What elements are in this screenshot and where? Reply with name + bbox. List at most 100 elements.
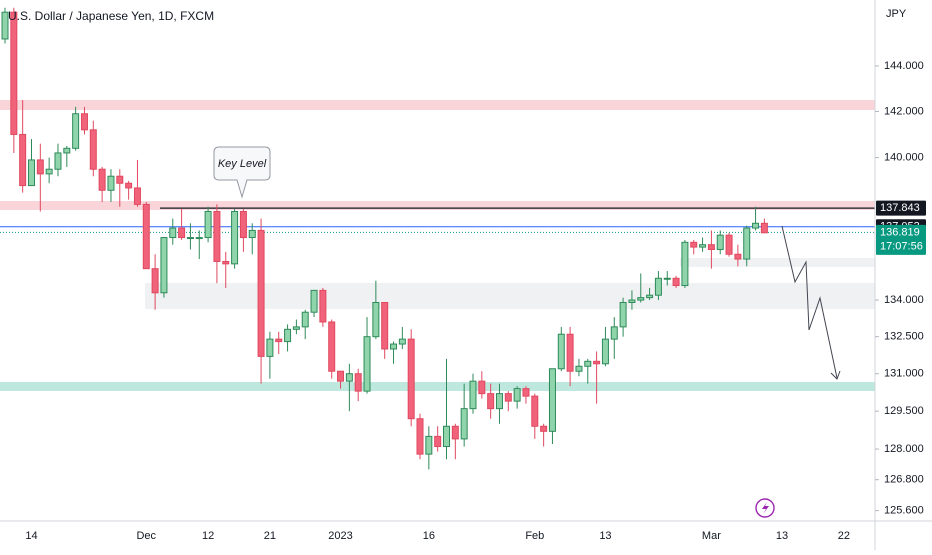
candle-body: [487, 393, 495, 410]
candle-body: [752, 222, 760, 229]
candle-body: [257, 229, 265, 357]
candle-body: [27, 159, 35, 187]
y-tick-label: 129.500: [884, 405, 924, 417]
candle-body: [169, 227, 177, 239]
y-tick-label: 134.000: [884, 294, 924, 306]
candle-body: [292, 326, 300, 330]
candle-body: [63, 147, 71, 154]
candle-body: [160, 237, 168, 294]
y-tick-label: 131.000: [884, 368, 924, 380]
candle-body: [522, 388, 530, 397]
candle-body: [204, 210, 212, 239]
x-tick-label: 13: [599, 530, 611, 542]
candle-body: [125, 182, 133, 189]
candle-body: [681, 241, 689, 287]
arrow-head: [830, 370, 841, 380]
candle-body: [222, 260, 230, 265]
candle-body: [707, 244, 715, 250]
y-tick-label: 125.600: [884, 505, 924, 517]
x-tick-label: 2023: [328, 530, 352, 542]
candle-body: [107, 175, 115, 191]
candle-body: [10, 11, 18, 135]
event-icon-glyph: [762, 502, 769, 514]
price-label: 136.819: [880, 226, 920, 238]
candle-body: [398, 338, 406, 345]
annotation: Key Level: [218, 158, 267, 170]
candle-body: [557, 333, 565, 370]
y-tick-label: 126.800: [884, 474, 924, 486]
candle-body: [36, 159, 44, 175]
candle-body: [142, 203, 150, 270]
candle-body: [151, 268, 159, 294]
candle-body: [301, 311, 309, 328]
candle-body: [390, 343, 398, 350]
x-tick-label: Dec: [136, 530, 156, 542]
candle-body: [1, 11, 9, 40]
candle-body: [80, 113, 88, 131]
x-tick-label: 16: [423, 530, 435, 542]
candle-body: [584, 360, 592, 367]
candle-body: [760, 222, 768, 234]
candle-body: [495, 393, 503, 410]
candle-body: [98, 168, 106, 191]
candle-body: [372, 301, 380, 338]
candle-body: [734, 253, 742, 260]
candle-body: [186, 237, 194, 240]
candle-body: [637, 297, 645, 301]
x-tick-label: 14: [25, 530, 37, 542]
support-zone: [0, 382, 875, 391]
candle-body: [266, 338, 274, 357]
candle-body: [328, 321, 336, 372]
candle-body: [575, 365, 583, 372]
candle-body: [310, 289, 318, 313]
candle-body: [434, 435, 442, 448]
candle-body: [460, 408, 468, 440]
candles: [1, 7, 768, 470]
candle-body: [425, 435, 433, 455]
candle-body: [89, 129, 97, 170]
candle-body: [354, 373, 362, 392]
candle-body: [337, 370, 345, 382]
candle-body: [672, 277, 680, 287]
chart-title: U.S. Dollar / Japanese Yen, 1D, FXCM: [8, 9, 214, 23]
x-tick-label: 13: [776, 530, 788, 542]
candle-body: [239, 210, 247, 239]
candle-body: [566, 333, 574, 372]
candle-body: [133, 187, 141, 205]
currency: JPY: [886, 8, 907, 20]
candle-body: [72, 113, 80, 149]
x-tick-label: 21: [264, 530, 276, 542]
countdown: 17:07:56: [880, 240, 923, 252]
candle-body: [610, 326, 618, 340]
candle-body: [407, 338, 415, 420]
price-label-box: [876, 224, 926, 255]
candle-body: [593, 360, 601, 365]
candle-body: [654, 277, 662, 296]
resistance-zone: [0, 201, 875, 210]
price-label: 137.843: [880, 202, 920, 214]
candle-body: [548, 368, 556, 432]
candle-body: [116, 175, 124, 184]
candle-body: [478, 380, 486, 395]
candle-body: [743, 227, 751, 260]
candle-body: [540, 425, 548, 432]
candle-body: [619, 301, 627, 328]
candle-body: [231, 210, 239, 265]
candle-body: [725, 234, 733, 255]
candle-body: [248, 229, 256, 239]
axes: 144.000 142.000 140.000 134.000 132.500 131.0…: [25, 60, 926, 542]
candle-body: [213, 210, 221, 262]
candle-body: [531, 395, 539, 427]
price-label-box: [876, 200, 926, 216]
candle-body: [469, 380, 477, 410]
candle-body: [646, 294, 654, 299]
candle-body: [45, 168, 53, 175]
candle-body: [54, 152, 62, 170]
candle-body: [416, 418, 424, 455]
x-tick-label: 22: [838, 530, 850, 542]
x-tick-label: Feb: [525, 530, 544, 542]
candle-body: [195, 237, 203, 240]
candle-body: [345, 373, 353, 382]
